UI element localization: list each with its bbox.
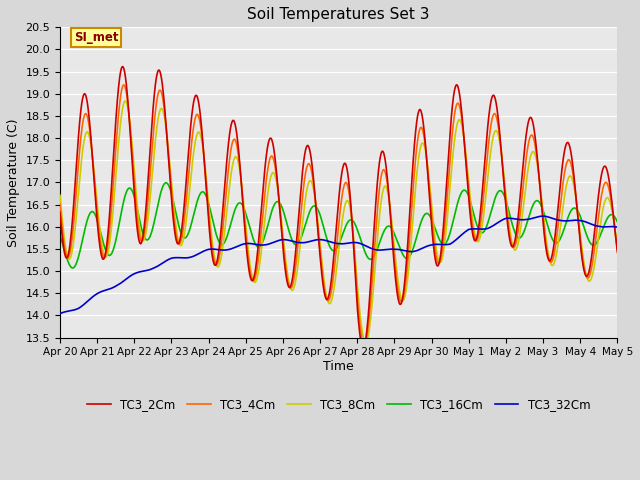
X-axis label: Time: Time: [323, 360, 354, 373]
Title: Soil Temperatures Set 3: Soil Temperatures Set 3: [248, 7, 430, 22]
Y-axis label: Soil Temperature (C): Soil Temperature (C): [7, 118, 20, 247]
Text: SI_met: SI_met: [74, 31, 118, 44]
Legend: TC3_2Cm, TC3_4Cm, TC3_8Cm, TC3_16Cm, TC3_32Cm: TC3_2Cm, TC3_4Cm, TC3_8Cm, TC3_16Cm, TC3…: [82, 393, 595, 416]
